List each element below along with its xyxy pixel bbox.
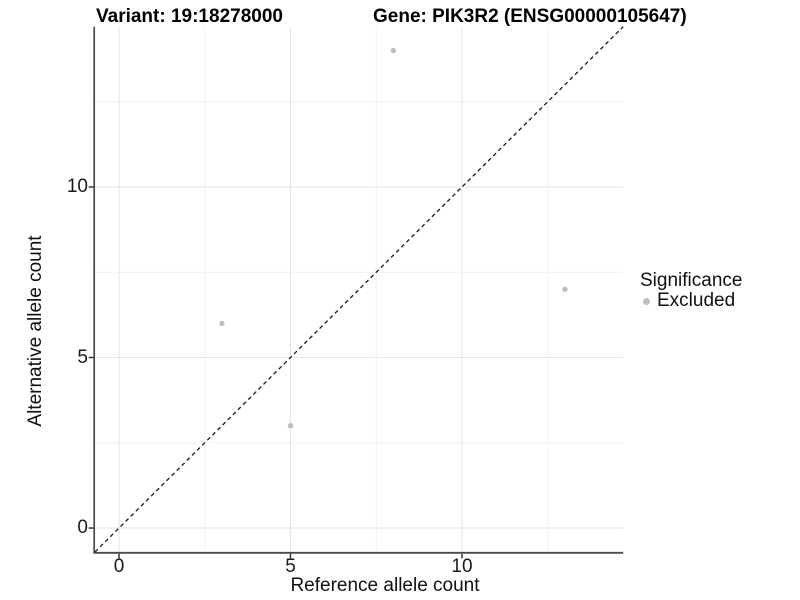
x-axis-tick-label: 0 [113,556,125,577]
x-axis-tick-label: 5 [285,556,296,577]
legend-title: Significance [640,270,743,291]
legend-key-dot-icon [643,297,650,305]
data-point [219,320,225,327]
legend-entry: Excluded [640,291,742,311]
y-axis-title: Alternative allele count [25,235,46,427]
legend-entries: Excluded [640,291,742,311]
x-axis-tick-label: 10 [451,556,473,577]
y-axis-tick-label: 5 [77,346,88,368]
legend: Significance Excluded [640,270,742,311]
plot-title-variant: Variant: 19:18278000 [96,6,283,27]
y-axis-tick-label: 0 [77,517,88,539]
data-point [390,47,397,54]
identity-dashed-line [94,26,624,553]
legend-entry-label: Excluded [657,290,736,311]
data-point [562,286,568,292]
data-point [287,423,294,429]
x-axis-title: Reference allele count [290,575,480,596]
y-axis-tick-label: 10 [66,175,88,197]
plot-title-gene: Gene: PIK3R2 (ENSG00000105647) [373,6,687,27]
